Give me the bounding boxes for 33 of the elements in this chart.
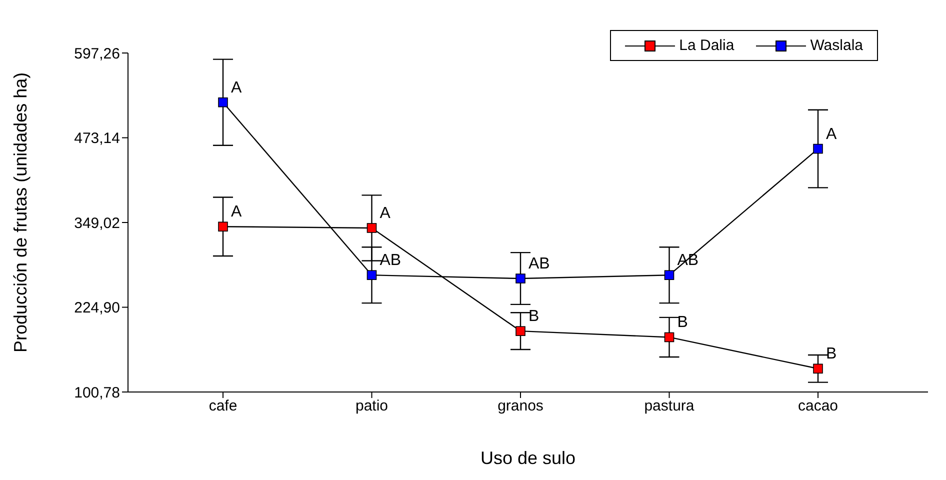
y-tick-label: 224,90 [74, 300, 120, 317]
annotation: B [677, 314, 688, 332]
x-tick-label: cacao [798, 398, 838, 415]
y-tick-label: 349,02 [74, 214, 120, 232]
x-axis-title: Uso de sulo [480, 448, 576, 468]
point [218, 97, 228, 108]
point [664, 270, 674, 280]
annotation: AB [380, 252, 402, 270]
y-tick-label: 473,14 [74, 130, 120, 148]
point [366, 270, 377, 280]
annotation: A [826, 126, 837, 143]
annotation: A [231, 204, 242, 221]
annotation: A [380, 204, 391, 222]
x-tick-label: granos [498, 398, 544, 415]
point [516, 274, 526, 284]
y-axis-title: Producción de frutas (unidades ha) [10, 72, 30, 352]
point [813, 144, 823, 154]
x-tick-label: pastura [644, 398, 695, 415]
y-tick-label: 100,78 [74, 384, 120, 402]
point [516, 326, 526, 336]
point [813, 364, 823, 374]
annotation: A [231, 79, 242, 96]
legend-label: La Dalia [679, 37, 734, 54]
point [664, 332, 674, 342]
y-tick-label: 597,26 [74, 45, 120, 62]
annotation: AB [528, 256, 550, 273]
annotation: B [528, 308, 540, 326]
annotation: B [826, 346, 837, 363]
x-tick-label: cafe [208, 398, 238, 415]
legend-label: Waslala [810, 37, 863, 54]
point [366, 223, 377, 233]
x-tick-label: patio [355, 398, 388, 415]
point [218, 222, 228, 232]
